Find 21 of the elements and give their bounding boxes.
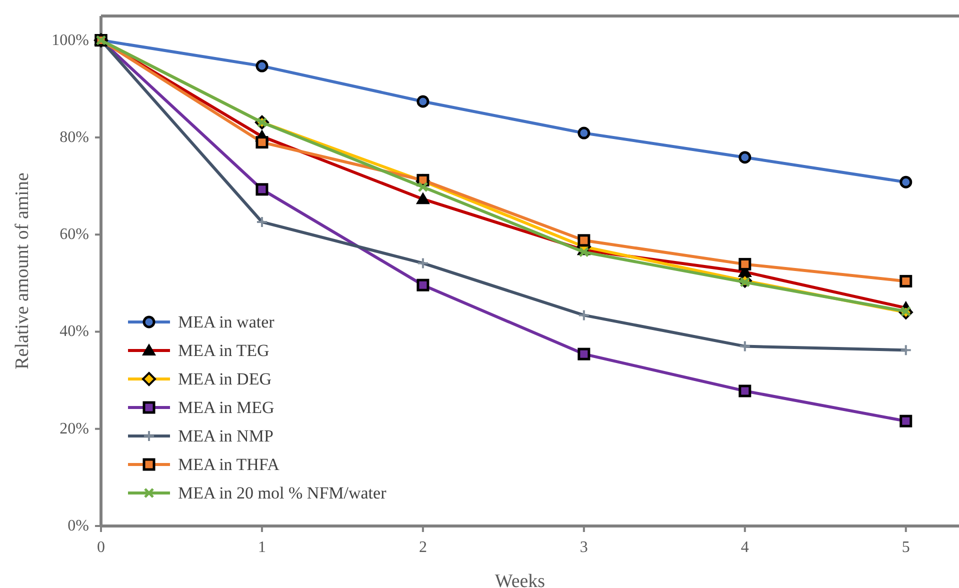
y-tick-label: 20% [60, 420, 89, 438]
legend-label: MEA in TEG [178, 341, 270, 360]
legend-label: MEA in 20 mol % NFM/water [178, 484, 387, 502]
legend-label: MEA in THFA [178, 455, 280, 474]
x-tick-label: 4 [740, 539, 749, 556]
legend-label: MEA in water [178, 312, 275, 332]
x-tick-label: 3 [580, 539, 588, 556]
y-tick-label: 100% [52, 32, 89, 49]
y-tick-label: 0% [68, 518, 89, 534]
legend-label: MEA in DEG [178, 370, 272, 388]
x-tick-label: 5 [902, 539, 910, 556]
y-tick-label: 60% [60, 226, 89, 244]
x-tick-label: 0 [97, 539, 105, 556]
x-tick-label: 2 [418, 539, 427, 556]
y-axis-title: Relative amount of amine [12, 172, 33, 370]
legend-label: MEA in MEG [178, 398, 274, 417]
y-tick-label: 40% [60, 323, 89, 340]
x-axis-title: Weeks [494, 571, 546, 588]
x-tick-label: 1 [258, 539, 266, 556]
y-tick-label: 80% [60, 128, 89, 146]
legend-label: MEA in NMP [178, 426, 274, 446]
